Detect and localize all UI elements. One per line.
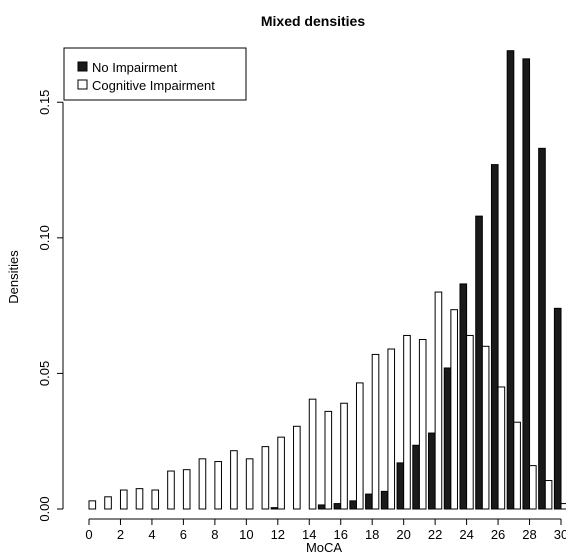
- bar-no-impairment-28: [522, 58, 531, 510]
- y-axis: 0.00 0.05 0.10 0.15: [37, 90, 64, 522]
- x-tick-label-28: 28: [522, 527, 536, 542]
- legend: No Impairment Cognitive Impairment: [63, 47, 247, 101]
- bar-cognitive-impairment-2: [119, 489, 128, 510]
- legend-label-cognitive-impairment: Cognitive Impairment: [92, 78, 215, 93]
- x-tick-label-6: 6: [180, 527, 187, 542]
- bar-no-impairment-16: [333, 503, 342, 510]
- bar-no-impairment-25: [475, 215, 483, 510]
- bar-cognitive-impairment-8: [214, 461, 222, 510]
- bar-no-impairment-18: [365, 493, 373, 510]
- x-tick-label-12: 12: [271, 527, 285, 542]
- x-tick-label-16: 16: [333, 527, 347, 542]
- bar-no-impairment-26: [490, 164, 499, 510]
- bar-cognitive-impairment-28: [529, 465, 537, 510]
- bar-cognitive-impairment-3: [135, 488, 144, 510]
- x-tick-label-4: 4: [148, 527, 155, 542]
- bar-no-impairment-12: [270, 507, 279, 510]
- bar-cognitive-impairment-30: [560, 503, 566, 510]
- x-tick-label-14: 14: [302, 527, 316, 542]
- x-axis: 0 2 4 6 8 10 12 14 16 18 20 22 24 26 28 30: [85, 518, 566, 542]
- y-tick-label-0: 0.00: [37, 496, 52, 521]
- bar-cognitive-impairment-12: [277, 436, 285, 510]
- x-tick-label-8: 8: [211, 527, 218, 542]
- x-axis-label: MoCA: [306, 540, 342, 555]
- bar-cognitive-impairment-5: [167, 470, 175, 510]
- bar-cognitive-impairment-27: [513, 421, 521, 510]
- x-tick-label-20: 20: [396, 527, 410, 542]
- bar-cognitive-impairment-21: [418, 339, 427, 510]
- x-tick-label-26: 26: [491, 527, 505, 542]
- chart-title: Mixed densities: [261, 13, 365, 29]
- legend-swatch-no-impairment: [77, 61, 88, 72]
- bar-cognitive-impairment-18: [371, 353, 380, 510]
- bar-cognitive-impairment-11: [261, 446, 270, 510]
- bar-cognitive-impairment-9: [230, 450, 238, 510]
- bar-no-impairment-22: [428, 432, 436, 510]
- bar-cognitive-impairment-4: [151, 489, 160, 510]
- y-tick-label-3: 0.15: [37, 90, 52, 115]
- legend-label-no-impairment: No Impairment: [92, 60, 178, 75]
- bar-cognitive-impairment-16: [340, 402, 348, 510]
- bar-cognitive-impairment-10: [245, 458, 254, 510]
- y-tick-label-1: 0.05: [37, 361, 52, 386]
- bar-cognitive-impairment-1: [104, 496, 112, 510]
- bar-cognitive-impairment-23: [450, 309, 458, 510]
- x-tick-label-10: 10: [239, 527, 253, 542]
- bar-no-impairment-24: [459, 283, 468, 510]
- x-tick-label-18: 18: [365, 527, 379, 542]
- bar-cognitive-impairment-17: [355, 382, 364, 510]
- bar-cognitive-impairment-7: [198, 458, 207, 510]
- x-tick-label-22: 22: [428, 527, 442, 542]
- bar-cognitive-impairment-0: [88, 500, 97, 510]
- legend-box: [63, 47, 247, 101]
- bar-no-impairment-21: [412, 444, 420, 510]
- bar-cognitive-impairment-13: [293, 425, 301, 510]
- x-tick-label-30: 30: [554, 527, 566, 542]
- x-tick-label-24: 24: [459, 527, 473, 542]
- bar-cognitive-impairment-15: [324, 410, 333, 510]
- bar-no-impairment-27: [506, 50, 515, 510]
- bar-cognitive-impairment-22: [434, 291, 443, 510]
- x-tick-label-0: 0: [85, 527, 92, 542]
- y-axis-label: Densities: [6, 250, 21, 304]
- bar-no-impairment-23: [443, 367, 452, 510]
- bar-no-impairment-30: [553, 307, 562, 510]
- bar-cognitive-impairment-20: [403, 334, 411, 510]
- bar-cognitive-impairment-24: [466, 334, 474, 510]
- legend-swatch-cognitive-impairment: [77, 79, 88, 90]
- bar-no-impairment-17: [349, 500, 357, 510]
- bar-no-impairment-19: [380, 490, 389, 510]
- bar-no-impairment-20: [396, 462, 405, 510]
- bar-cognitive-impairment-19: [387, 348, 396, 510]
- y-tick-label-2: 0.10: [37, 225, 52, 250]
- bar-cognitive-impairment-14: [308, 398, 317, 510]
- bar-cognitive-impairment-29: [544, 480, 553, 510]
- bar-no-impairment-15: [317, 504, 326, 510]
- x-tick-label-2: 2: [117, 527, 124, 542]
- bar-cognitive-impairment-26: [497, 386, 506, 510]
- bars-group: [88, 50, 566, 510]
- bar-cognitive-impairment-6: [182, 469, 191, 510]
- bar-no-impairment-29: [538, 147, 546, 510]
- bar-cognitive-impairment-25: [481, 345, 490, 510]
